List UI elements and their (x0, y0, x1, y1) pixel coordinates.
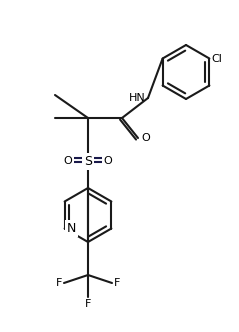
Text: O: O (104, 156, 112, 166)
Text: F: F (85, 299, 91, 309)
Text: N: N (67, 222, 76, 235)
Text: Cl: Cl (211, 53, 222, 63)
Text: O: O (141, 133, 150, 143)
Text: F: F (56, 278, 62, 288)
Text: O: O (64, 156, 72, 166)
Text: HN: HN (129, 93, 146, 103)
Text: F: F (114, 278, 120, 288)
Text: S: S (84, 155, 92, 168)
